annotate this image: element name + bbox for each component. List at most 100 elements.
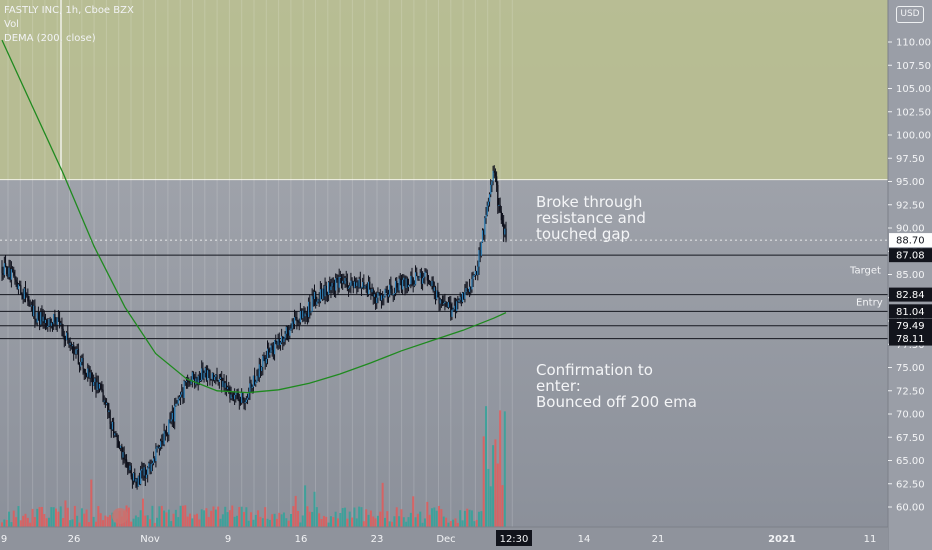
volume-bar (492, 445, 495, 527)
candle-body (350, 280, 352, 286)
volume-bar (482, 436, 485, 527)
volume-bar (104, 515, 107, 527)
candle-body (113, 421, 115, 436)
time-tick-label: 26 (68, 534, 81, 545)
time-tick-label: 16 (295, 534, 308, 545)
volume-bar (480, 511, 483, 527)
volume-bar (38, 507, 41, 527)
candle-body (234, 394, 236, 400)
volume-bar (329, 516, 332, 527)
price-label: 78.11 (896, 334, 925, 345)
candle-body (292, 321, 295, 324)
candle-body (118, 447, 121, 449)
candle-body (305, 313, 307, 315)
volume-bar (463, 510, 466, 527)
candle-body (140, 470, 142, 485)
candle-body (11, 269, 14, 272)
price-tick-label: 97.50 (896, 154, 925, 165)
candle-body (468, 286, 471, 292)
volume-bar (66, 507, 69, 527)
candle-body (299, 311, 302, 323)
candle-body (256, 375, 258, 382)
volume-bar (254, 514, 257, 527)
candle-body (338, 277, 340, 288)
candle-body (465, 288, 467, 292)
candle-body (117, 439, 120, 448)
candle-body (239, 401, 242, 403)
candle-body (500, 211, 503, 221)
candle-body (380, 295, 383, 301)
candle-body (205, 367, 208, 381)
candle-body (185, 381, 188, 383)
candle-body (42, 316, 44, 322)
candle-body (134, 472, 136, 482)
candle-body (284, 333, 286, 339)
candle-body (124, 459, 127, 461)
candle-body (297, 321, 299, 323)
volume-bar (473, 521, 476, 527)
volume-bar (170, 521, 173, 527)
volume-bar (313, 491, 316, 527)
candle-body (476, 271, 478, 275)
price-label-box (889, 248, 932, 263)
candle-body (127, 462, 129, 468)
candle-body (61, 323, 63, 329)
candle-body (40, 312, 42, 325)
candle-body (365, 285, 367, 289)
candle-body (436, 290, 438, 300)
candle-body (110, 423, 112, 430)
volume-bar (341, 508, 344, 527)
candle-body (46, 319, 48, 327)
candle-body (501, 220, 504, 224)
price-tick-label: 105.00 (896, 84, 931, 95)
currency-button[interactable]: USD (896, 6, 924, 23)
volume-bar (438, 505, 441, 527)
candle-body (359, 279, 362, 288)
volume-bar (235, 515, 238, 527)
candle-body (325, 285, 327, 295)
volume-bar (499, 410, 502, 527)
volume-bar (62, 518, 65, 527)
volume-bar (395, 507, 398, 527)
candle-body (317, 299, 319, 302)
candle-body (64, 339, 67, 341)
candle-body (258, 364, 260, 378)
candle-body (477, 266, 479, 275)
volume-bar (214, 509, 217, 527)
volume-bar (466, 508, 469, 527)
candle-body (377, 292, 379, 298)
candle-body (77, 348, 80, 365)
candle-body (459, 296, 461, 301)
volume-bar (231, 505, 234, 527)
volume-bar (200, 509, 203, 527)
volume-bar (43, 513, 46, 527)
candle-body (97, 382, 100, 389)
candle-body (160, 441, 162, 448)
candle-body (158, 447, 161, 449)
volume-bar (355, 518, 358, 527)
candle-body (478, 250, 480, 267)
dema-label[interactable]: DEMA (200, close) (4, 33, 96, 44)
symbol-title[interactable]: FASTLY INC, 1h, Cboe BZX (4, 5, 134, 16)
candle-body (283, 338, 285, 342)
volume-bar (17, 506, 20, 527)
volume-bar (198, 519, 201, 527)
volume-label[interactable]: Vol (4, 19, 19, 30)
price-label-box (889, 287, 932, 302)
volume-bar (501, 485, 504, 527)
volume-bar (405, 521, 408, 527)
volume-bar (282, 512, 285, 527)
candle-body (288, 332, 290, 336)
volume-bar (442, 516, 445, 527)
candle-body (111, 421, 114, 430)
candle-body (41, 312, 43, 322)
price-tick-label: 107.50 (896, 61, 931, 72)
candle-body (331, 282, 333, 287)
candle-body (505, 228, 507, 241)
candle-body (474, 271, 477, 276)
candle-body (67, 332, 69, 340)
price-tick-label: 100.00 (896, 131, 931, 142)
volume-bar (92, 516, 95, 527)
candle-body (318, 299, 320, 302)
